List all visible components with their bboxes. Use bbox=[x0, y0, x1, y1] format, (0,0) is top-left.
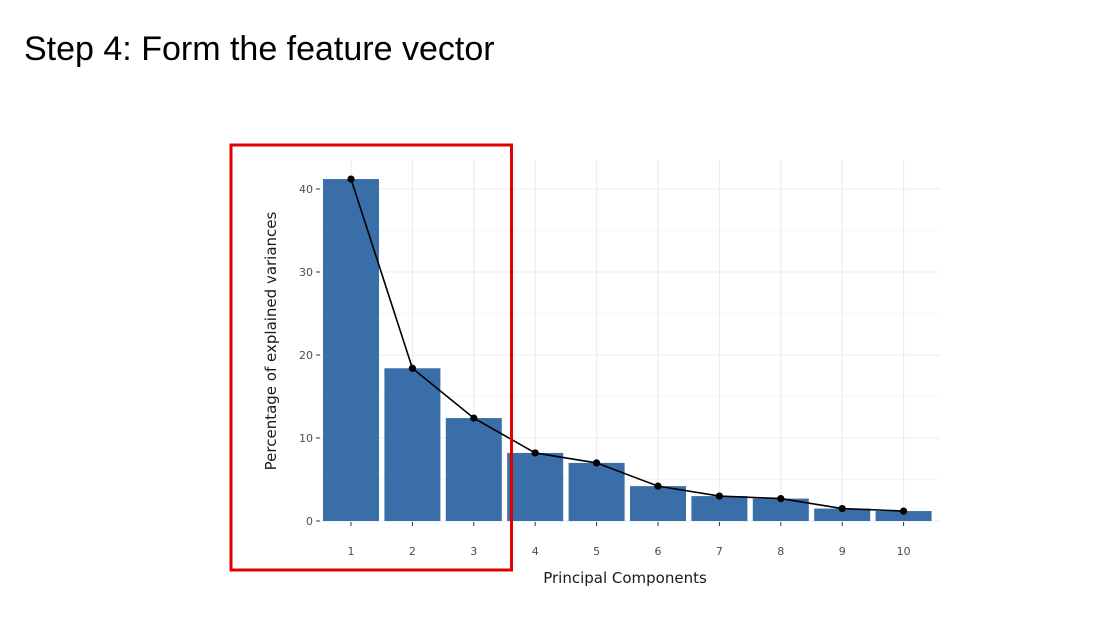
trend-polyline bbox=[350, 178, 904, 512]
x-tick-label: 2 bbox=[409, 545, 416, 558]
x-tick-label: 9 bbox=[839, 545, 846, 558]
x-tick-label: 10 bbox=[897, 545, 911, 558]
trend-point bbox=[777, 494, 785, 503]
y-axis-ticks: 0 10 20 30 40 bbox=[299, 183, 320, 528]
bar bbox=[507, 452, 564, 521]
y-tick-label: 20 bbox=[299, 349, 313, 362]
trend-point bbox=[654, 482, 662, 490]
trend-point bbox=[470, 414, 478, 422]
y-tick-label: 10 bbox=[299, 432, 313, 445]
bar bbox=[323, 179, 379, 522]
trend-point bbox=[593, 459, 601, 467]
y-tick-label: 30 bbox=[299, 266, 313, 279]
x-tick-label: 8 bbox=[777, 545, 784, 558]
x-tick-label: 7 bbox=[716, 545, 723, 558]
trend-point bbox=[838, 504, 846, 513]
x-tick-label: 1 bbox=[348, 545, 355, 558]
x-tick-label: 4 bbox=[532, 545, 539, 558]
x-tick-label: 3 bbox=[470, 545, 477, 558]
x-axis-title: Principal Components bbox=[543, 569, 707, 587]
bar bbox=[875, 511, 932, 521]
y-tick-label: 0 bbox=[306, 515, 313, 528]
y-axis-title: Percentage of explained variances bbox=[262, 211, 280, 470]
bar bbox=[384, 368, 441, 521]
slide-title: Step 4: Form the feature vector bbox=[24, 30, 495, 68]
bar bbox=[630, 486, 686, 521]
x-tick-label: 6 bbox=[655, 545, 662, 558]
x-tick-label: 5 bbox=[593, 545, 600, 558]
x-axis-ticks: 1 2 3 4 5 6 7 8 9 10 bbox=[348, 522, 911, 558]
y-tick-label: 40 bbox=[299, 183, 313, 196]
trend-line bbox=[350, 178, 904, 512]
trend-point bbox=[408, 364, 416, 372]
bar bbox=[445, 418, 502, 521]
trend-point bbox=[531, 449, 539, 457]
trend-point bbox=[715, 492, 724, 500]
trend-point bbox=[347, 175, 355, 183]
bar bbox=[568, 462, 625, 521]
trend-points bbox=[347, 175, 908, 515]
bar bbox=[814, 508, 871, 521]
bar bbox=[752, 498, 809, 521]
bars bbox=[323, 179, 932, 522]
highlight-box bbox=[229, 143, 513, 572]
bar bbox=[691, 496, 748, 521]
trend-point bbox=[900, 507, 908, 515]
